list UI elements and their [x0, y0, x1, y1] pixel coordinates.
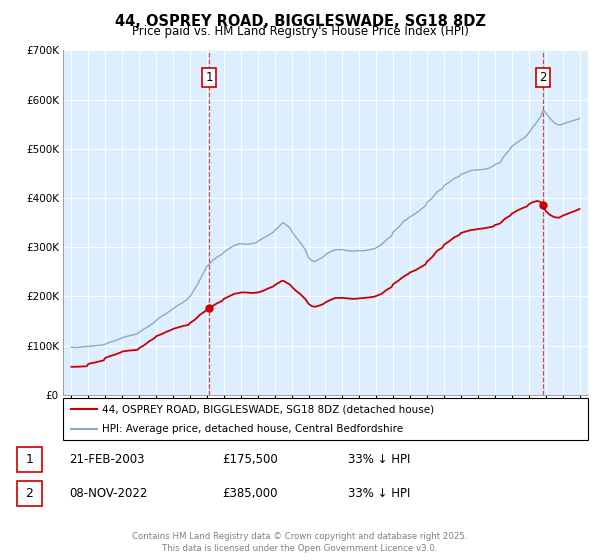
Text: Price paid vs. HM Land Registry's House Price Index (HPI): Price paid vs. HM Land Registry's House …	[131, 25, 469, 38]
Text: 1: 1	[205, 71, 213, 84]
Text: 33% ↓ HPI: 33% ↓ HPI	[348, 452, 410, 466]
Text: 2: 2	[539, 71, 547, 84]
Text: 21-FEB-2003: 21-FEB-2003	[69, 452, 145, 466]
Text: 44, OSPREY ROAD, BIGGLESWADE, SG18 8DZ (detached house): 44, OSPREY ROAD, BIGGLESWADE, SG18 8DZ (…	[103, 404, 434, 414]
Text: 1: 1	[25, 452, 34, 466]
Text: HPI: Average price, detached house, Central Bedfordshire: HPI: Average price, detached house, Cent…	[103, 424, 404, 434]
Text: Contains HM Land Registry data © Crown copyright and database right 2025.
This d: Contains HM Land Registry data © Crown c…	[132, 532, 468, 553]
Text: £385,000: £385,000	[222, 487, 277, 500]
Text: 2: 2	[25, 487, 34, 500]
Text: 44, OSPREY ROAD, BIGGLESWADE, SG18 8DZ: 44, OSPREY ROAD, BIGGLESWADE, SG18 8DZ	[115, 14, 485, 29]
Text: £175,500: £175,500	[222, 452, 278, 466]
Text: 33% ↓ HPI: 33% ↓ HPI	[348, 487, 410, 500]
Text: 08-NOV-2022: 08-NOV-2022	[69, 487, 148, 500]
